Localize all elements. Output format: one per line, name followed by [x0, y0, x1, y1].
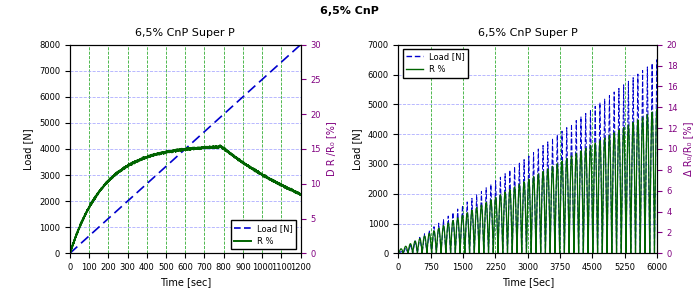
- Title: 6,5% CnP Super P: 6,5% CnP Super P: [478, 28, 577, 38]
- Y-axis label: Load [N]: Load [N]: [24, 128, 34, 170]
- Y-axis label: Δ R₀/R₀ [%]: Δ R₀/R₀ [%]: [683, 122, 693, 176]
- Y-axis label: D R /R₀ [%]: D R /R₀ [%]: [326, 122, 336, 176]
- Title: 6,5% CnP Super P: 6,5% CnP Super P: [136, 28, 235, 38]
- X-axis label: Time [sec]: Time [sec]: [159, 277, 211, 288]
- Y-axis label: Load [N]: Load [N]: [352, 128, 362, 170]
- Legend: Load [N], R %: Load [N], R %: [403, 49, 468, 78]
- X-axis label: Time [Sec]: Time [Sec]: [502, 277, 554, 288]
- Text: 6,5% CnP: 6,5% CnP: [320, 6, 379, 16]
- Legend: Load [N], R %: Load [N], R %: [231, 220, 296, 249]
